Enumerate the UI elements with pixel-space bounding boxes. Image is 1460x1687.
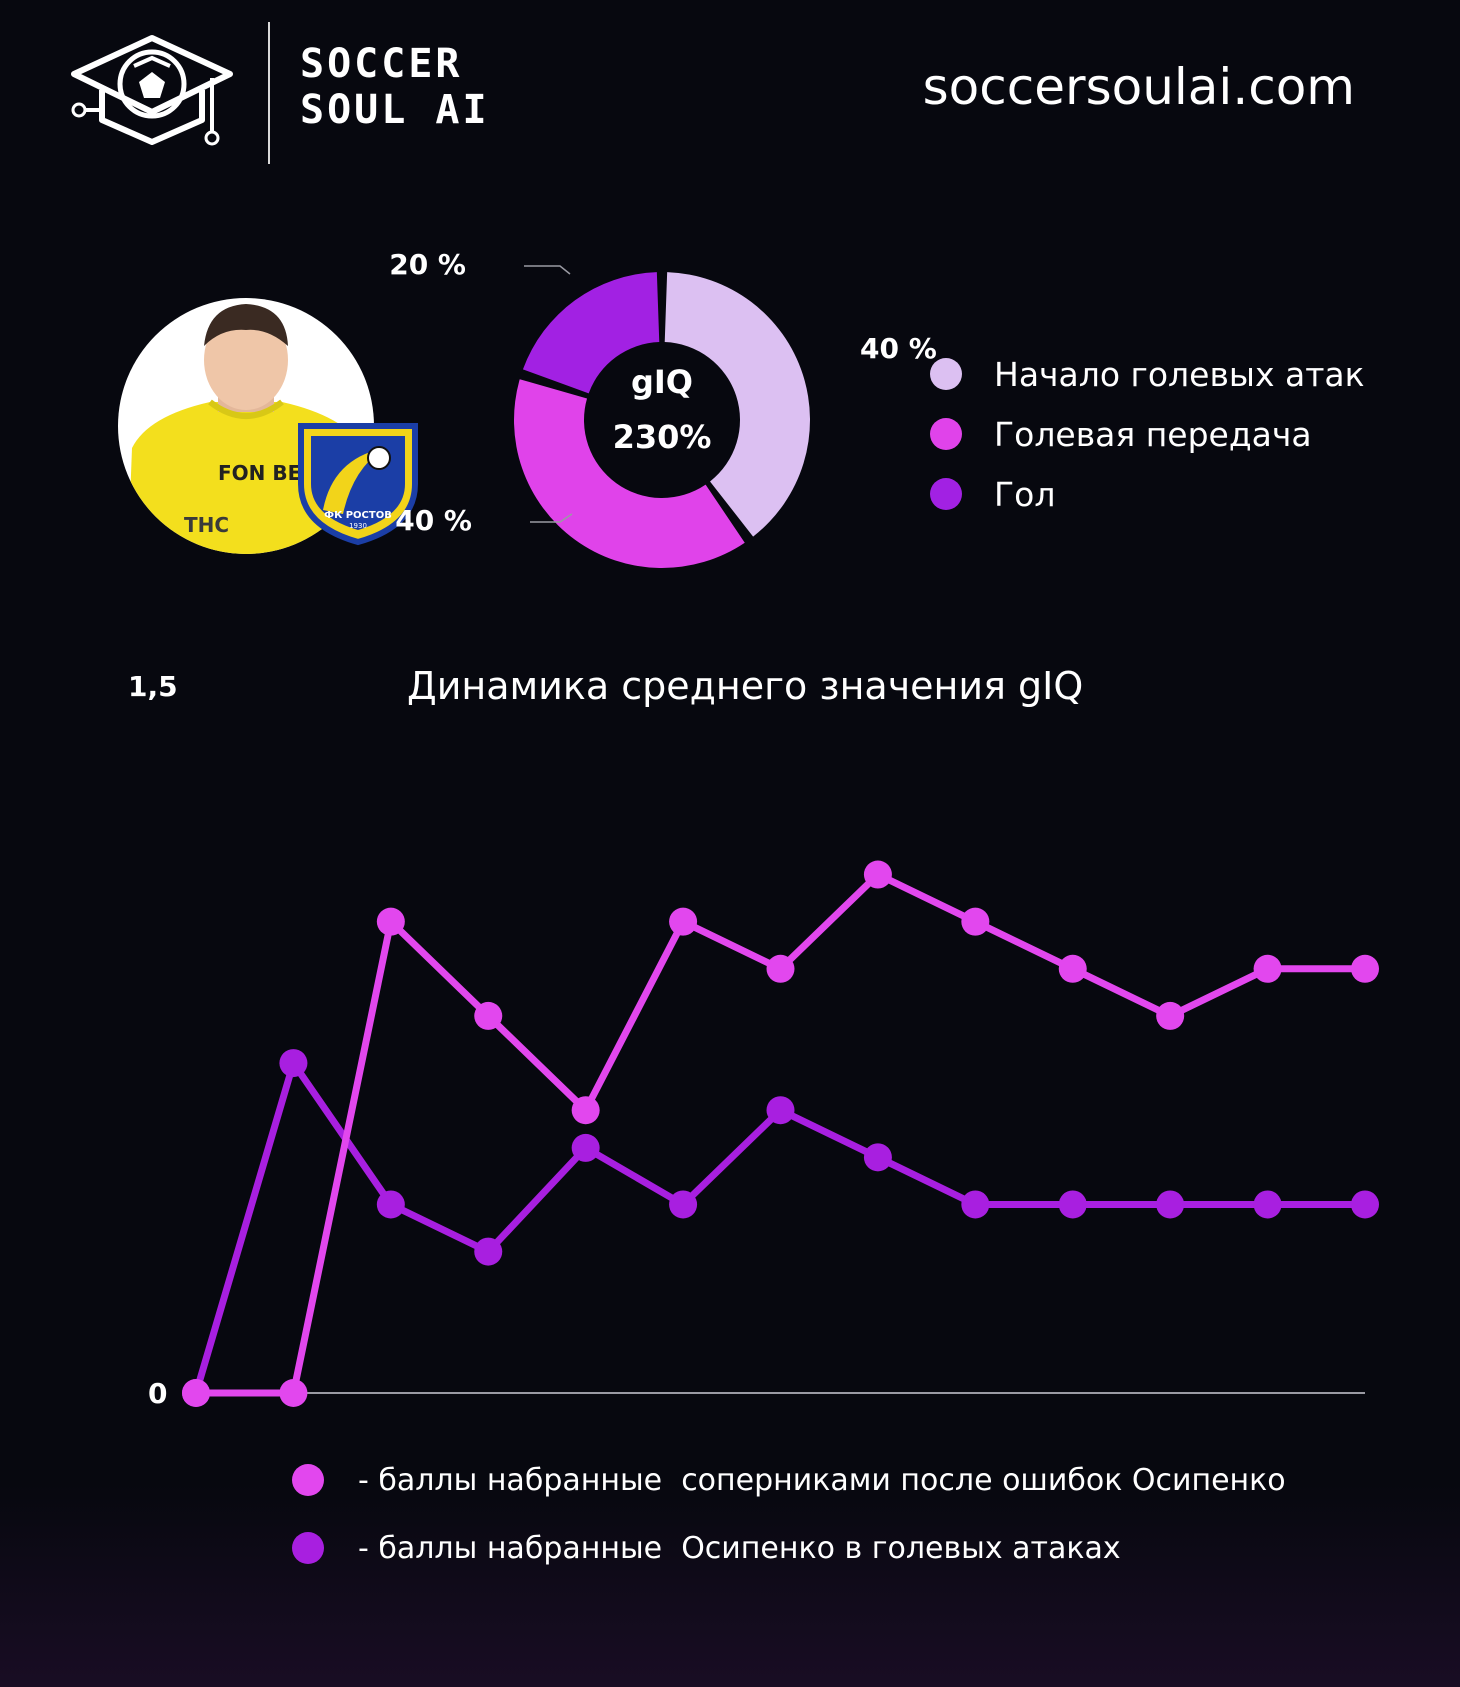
opponent-points-marker [669, 907, 698, 936]
opponent-points-marker [376, 907, 405, 936]
opponent-points-marker [766, 954, 795, 983]
legend-dot-assist [930, 418, 962, 450]
legend-item-opponent-points: - баллы набранные соперниками после ошиб… [292, 1446, 1286, 1514]
donut-legend: Начало голевых атак Голевая передача Гол [930, 344, 1365, 524]
legend-dot-opponent-points [292, 1464, 324, 1496]
donut-leader-line [524, 265, 571, 275]
player-points-marker [1253, 1190, 1282, 1219]
line-series-opponent-points [192, 871, 1369, 1397]
soccer-soul-logo-icon [71, 35, 233, 146]
legend-label-assist: Голевая передача [994, 414, 1312, 454]
club-badge-year: 1930 [349, 522, 367, 530]
donut-pct-goal: 20 % [389, 248, 466, 281]
player-points-marker [571, 1133, 600, 1162]
opponent-points-marker [182, 1379, 210, 1407]
opponent-points-marker [571, 1096, 600, 1125]
opponent-points-marker [1058, 954, 1087, 983]
y-tick-max: 1,5 [128, 670, 178, 703]
player-points-marker [961, 1190, 990, 1219]
opponent-points-marker [1351, 954, 1379, 983]
player-points-marker [1351, 1190, 1379, 1219]
header-divider [268, 22, 270, 164]
legend-label-attack-start: Начало голевых атак [994, 354, 1365, 394]
donut-center-label: gIQ [631, 363, 693, 401]
player-points-marker [279, 1049, 308, 1078]
opponent-points-marker [863, 860, 892, 889]
opponent-points-marker [279, 1379, 308, 1407]
giq-donut-chart: 40 % 40 % 20 % gIQ 230% [389, 248, 937, 568]
player-points-marker [766, 1096, 795, 1125]
line-chart-legend: - баллы набранные соперниками после ошиб… [292, 1446, 1286, 1582]
legend-dot-attack-start [930, 358, 962, 390]
player-points-marker [474, 1237, 503, 1266]
opponent-points-marker [474, 1001, 503, 1030]
legend-label-goal: Гол [994, 474, 1056, 514]
opponent-points-marker [1253, 954, 1282, 983]
club-badge-name: ФК РОСТОВ [324, 510, 392, 521]
y-tick-zero: 0 [148, 1377, 167, 1410]
club-badge-icon: ФК РОСТОВ 1930 [298, 423, 418, 546]
donut-slice-assist [514, 379, 745, 568]
giq-line-chart: 1,5 0 [128, 670, 1379, 1410]
player-points-marker [376, 1190, 405, 1219]
legend-item-attack-start: Начало голевых атак [930, 344, 1365, 404]
opponent-points-marker [1156, 1001, 1185, 1030]
brand-name-line1: SOCCER [300, 41, 463, 87]
legend-dot-goal [930, 478, 962, 510]
site-url: soccersoulai.com [922, 58, 1355, 116]
legend-label-player-points: - баллы набранные Осипенко в голевых ата… [358, 1530, 1121, 1566]
line-chart-title: Динамика среднего значения gIQ [407, 664, 1084, 708]
brand-name-line2: SOUL AI [300, 87, 490, 133]
legend-label-opponent-points: - баллы набранные соперниками после ошиб… [358, 1462, 1286, 1498]
player-points-marker [863, 1143, 892, 1172]
legend-item-player-points: - баллы набранные Осипенко в голевых ата… [292, 1514, 1286, 1582]
donut-slice-attack-start [664, 272, 810, 537]
opponent-points-marker [961, 907, 990, 936]
player-points-marker [1156, 1190, 1185, 1219]
player-points-marker [669, 1190, 698, 1219]
legend-item-goal: Гол [930, 464, 1365, 524]
donut-slice-goal [522, 272, 660, 394]
donut-pct-attack-start: 40 % [860, 332, 937, 365]
donut-pct-assist: 40 % [395, 504, 472, 537]
donut-leader-line [530, 513, 573, 523]
legend-item-assist: Голевая передача [930, 404, 1365, 464]
legend-dot-player-points [292, 1532, 324, 1564]
donut-center-value: 230% [613, 418, 712, 456]
shirt-sponsor-secondary: ТНС [184, 513, 229, 537]
player-points-marker [1058, 1190, 1087, 1219]
